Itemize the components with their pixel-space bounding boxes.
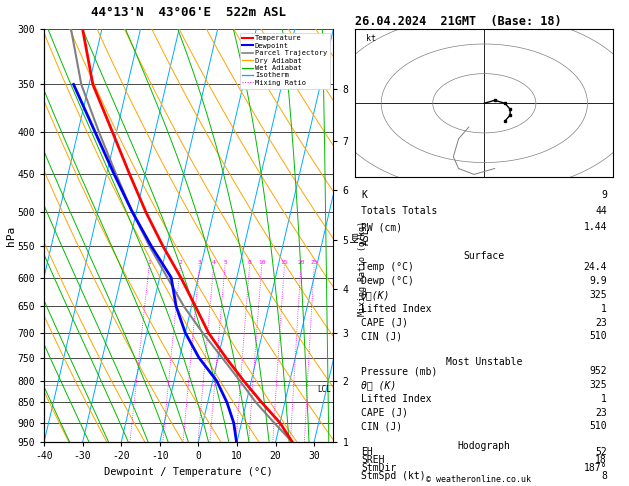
Text: 15: 15 bbox=[281, 260, 288, 265]
Text: SREH: SREH bbox=[361, 455, 384, 465]
Y-axis label: km
ASL: km ASL bbox=[350, 227, 371, 244]
Text: 1: 1 bbox=[601, 304, 607, 313]
Text: 23: 23 bbox=[595, 317, 607, 328]
Legend: Temperature, Dewpoint, Parcel Trajectory, Dry Adiabat, Wet Adiabat, Isotherm, Mi: Temperature, Dewpoint, Parcel Trajectory… bbox=[240, 33, 330, 88]
Text: 20: 20 bbox=[298, 260, 305, 265]
Text: PW (cm): PW (cm) bbox=[361, 222, 402, 232]
Text: 24.4: 24.4 bbox=[584, 262, 607, 272]
Text: Mixing Ratio (g/kg): Mixing Ratio (g/kg) bbox=[358, 221, 367, 316]
Text: 3: 3 bbox=[198, 260, 201, 265]
Text: θᴇ (K): θᴇ (K) bbox=[361, 380, 396, 390]
Text: 44°13'N  43°06'E  522m ASL: 44°13'N 43°06'E 522m ASL bbox=[91, 6, 286, 19]
Text: 952: 952 bbox=[589, 366, 607, 376]
Text: Lifted Index: Lifted Index bbox=[361, 304, 431, 313]
Text: 8: 8 bbox=[601, 471, 607, 481]
Text: 510: 510 bbox=[589, 421, 607, 432]
Text: 187°: 187° bbox=[584, 463, 607, 473]
Y-axis label: hPa: hPa bbox=[6, 226, 16, 246]
Text: 325: 325 bbox=[589, 380, 607, 390]
Text: K: K bbox=[361, 190, 367, 200]
Text: StmSpd (kt): StmSpd (kt) bbox=[361, 471, 426, 481]
Text: 2: 2 bbox=[179, 260, 182, 265]
Text: 25: 25 bbox=[311, 260, 318, 265]
Text: Totals Totals: Totals Totals bbox=[361, 206, 437, 216]
X-axis label: Dewpoint / Temperature (°C): Dewpoint / Temperature (°C) bbox=[104, 467, 273, 477]
Text: CIN (J): CIN (J) bbox=[361, 331, 402, 342]
Text: 325: 325 bbox=[589, 290, 607, 300]
Text: 5: 5 bbox=[223, 260, 227, 265]
Text: kt: kt bbox=[365, 34, 376, 43]
Text: CAPE (J): CAPE (J) bbox=[361, 408, 408, 417]
Text: 510: 510 bbox=[589, 331, 607, 342]
Text: Lifted Index: Lifted Index bbox=[361, 394, 431, 404]
Text: Temp (°C): Temp (°C) bbox=[361, 262, 414, 272]
Text: Dewp (°C): Dewp (°C) bbox=[361, 276, 414, 286]
Text: 44: 44 bbox=[595, 206, 607, 216]
Text: Hodograph: Hodograph bbox=[457, 441, 511, 451]
Text: 4: 4 bbox=[212, 260, 216, 265]
Text: 1: 1 bbox=[147, 260, 151, 265]
Text: 10: 10 bbox=[258, 260, 265, 265]
Text: θᴇ(K): θᴇ(K) bbox=[361, 290, 391, 300]
Text: 23: 23 bbox=[595, 408, 607, 417]
Text: Surface: Surface bbox=[464, 251, 504, 261]
Text: 52: 52 bbox=[595, 447, 607, 457]
Text: EH: EH bbox=[361, 447, 373, 457]
Text: LCL: LCL bbox=[318, 385, 331, 394]
Text: CIN (J): CIN (J) bbox=[361, 421, 402, 432]
Text: CAPE (J): CAPE (J) bbox=[361, 317, 408, 328]
Text: 1.44: 1.44 bbox=[584, 222, 607, 232]
Text: 26.04.2024  21GMT  (Base: 18): 26.04.2024 21GMT (Base: 18) bbox=[355, 15, 562, 28]
Text: StmDir: StmDir bbox=[361, 463, 396, 473]
Text: Pressure (mb): Pressure (mb) bbox=[361, 366, 437, 376]
Text: Most Unstable: Most Unstable bbox=[446, 357, 522, 367]
Text: © weatheronline.co.uk: © weatheronline.co.uk bbox=[426, 474, 530, 484]
Text: 9.9: 9.9 bbox=[589, 276, 607, 286]
Text: 8: 8 bbox=[248, 260, 252, 265]
Text: 9: 9 bbox=[601, 190, 607, 200]
Text: 1: 1 bbox=[601, 394, 607, 404]
Text: 18: 18 bbox=[595, 455, 607, 465]
